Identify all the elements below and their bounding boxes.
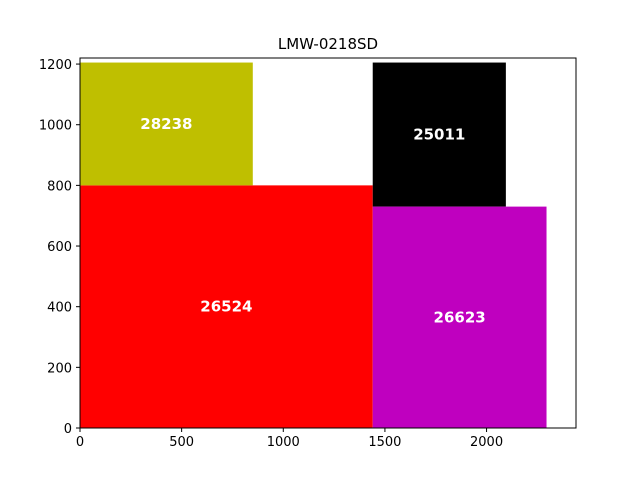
treemap-rect-26524	[80, 185, 373, 428]
treemap-rect-label: 25011	[413, 126, 465, 144]
treemap-rect-label: 26623	[434, 308, 486, 326]
y-tick-label: 200	[47, 361, 72, 376]
x-tick-label: 0	[76, 435, 84, 450]
y-tick-label: 800	[47, 179, 72, 194]
x-axis: 0 500 1000 1500 2000	[76, 428, 503, 450]
x-tick-label: 1000	[267, 435, 300, 450]
axes-frame	[79, 57, 577, 429]
treemap-rect-28238	[80, 62, 253, 186]
plot-rectangles: 26524 28238 25011 26623	[80, 62, 547, 428]
treemap-rect-label: 26524	[200, 298, 252, 316]
chart-title: LMW-0218SD	[278, 35, 378, 53]
treemap-rect-label: 28238	[140, 115, 192, 133]
y-tick-label: 1000	[39, 119, 72, 134]
y-tick-label: 400	[47, 301, 72, 316]
y-tick-label: 0	[64, 422, 72, 437]
y-tick-label: 1200	[39, 58, 72, 73]
x-tick-label: 1500	[368, 435, 401, 450]
axes-border	[79, 57, 577, 429]
x-tick-label: 2000	[470, 435, 503, 450]
y-axis: 0 200 400 600 800 1000 1200	[39, 58, 80, 437]
x-tick-label: 500	[169, 435, 194, 450]
treemap-rect-26623	[372, 206, 547, 428]
treemap-rect-25011	[372, 62, 506, 207]
y-tick-label: 600	[47, 240, 72, 255]
